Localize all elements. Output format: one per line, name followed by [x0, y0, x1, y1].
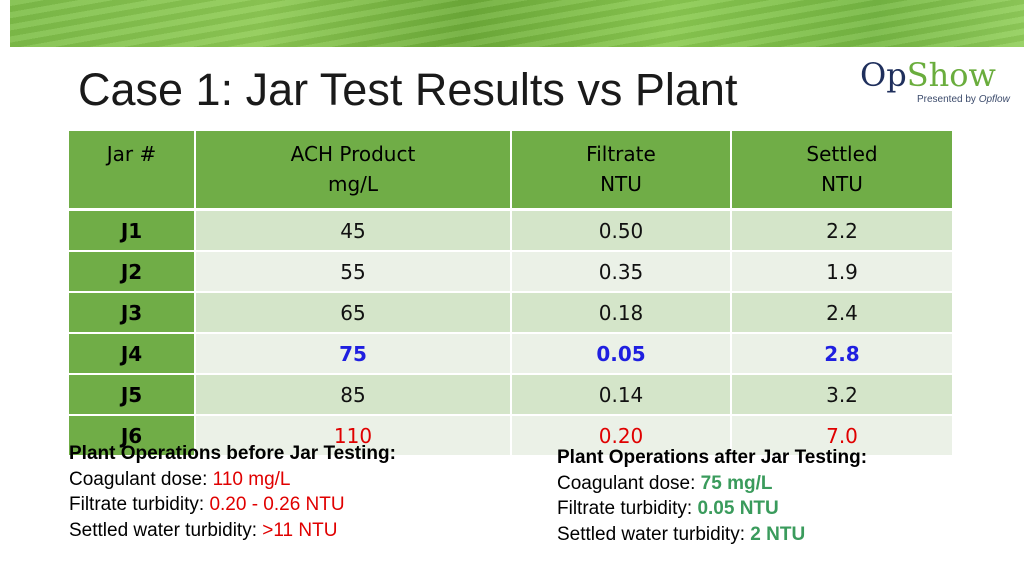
before-settled-line: Settled water turbidity: >11 NTU [69, 518, 396, 544]
header-settled: Settled NTU [731, 131, 952, 211]
table-row: J4 75 0.05 2.8 [69, 333, 952, 375]
before-filtrate-line: Filtrate turbidity: 0.20 - 0.26 NTU [69, 492, 396, 518]
table-row: J1 45 0.50 2.2 [69, 209, 952, 252]
before-dose-value: 110 mg/L [212, 468, 291, 490]
header-line1: Settled [806, 142, 878, 166]
cell-filtrate-ntu: 0.50 [511, 209, 732, 252]
header-ach-product: ACH Product mg/L [195, 131, 512, 211]
after-settled-value: 2 NTU [750, 523, 806, 545]
cell-filtrate-ntu: 0.14 [511, 374, 732, 416]
header-line1: Filtrate [586, 142, 656, 166]
header-line1: Jar # [106, 142, 157, 166]
after-filtrate-value: 0.05 NTU [697, 498, 779, 519]
table-row: J5 85 0.14 3.2 [69, 374, 952, 416]
logo-part-op: Op [860, 56, 907, 94]
table-row: J6 110 0.20 7.0 [69, 415, 952, 457]
header-line2: mg/L [327, 172, 379, 196]
cell-settled-ntu: 3.2 [731, 374, 952, 416]
before-settled-value: >11 NTU [262, 519, 338, 541]
before-dose-line: Coagulant dose: 110 mg/L [69, 467, 396, 493]
before-jar-testing-notes: Plant Operations before Jar Testing: Coa… [69, 441, 396, 543]
cell-jar-id: J3 [69, 292, 196, 334]
cell-ach-dose: 55 [195, 251, 512, 293]
after-heading: Plant Operations after Jar Testing: [557, 447, 868, 468]
header-line2: NTU [600, 172, 642, 196]
logo-presented-by: Presented by [917, 94, 976, 105]
before-filtrate-value: 0.20 - 0.26 NTU [209, 494, 345, 515]
logo-wordmark: OpShow [860, 58, 1020, 92]
after-dose-line: Coagulant dose: 75 mg/L [557, 471, 867, 497]
cell-settled-ntu: 2.2 [731, 209, 952, 252]
cell-ach-dose: 110 [195, 415, 512, 457]
cell-ach-dose: 45 [195, 209, 512, 252]
jar-test-table: Jar # ACH Product mg/L Filtrate NTU Settled NT… [69, 131, 952, 457]
cell-settled-ntu: 2.4 [731, 292, 952, 334]
cell-filtrate-ntu: 0.18 [511, 292, 732, 334]
cell-jar-id: J6 [69, 415, 196, 457]
header-filtrate: Filtrate NTU [511, 131, 732, 211]
header-line2: NTU [821, 172, 863, 196]
logo-part-show: Show [906, 56, 996, 94]
cell-settled-ntu: 7.0 [731, 415, 952, 457]
after-settled-label: Settled water turbidity: [557, 523, 751, 545]
logo-brand: Opflow [978, 94, 1010, 105]
cell-settled-ntu: 2.8 [731, 333, 952, 375]
cell-ach-dose: 65 [195, 292, 512, 334]
before-settled-label: Settled water turbidity: [69, 519, 263, 541]
cell-filtrate-ntu: 0.20 [511, 415, 732, 457]
cell-ach-dose: 75 [195, 333, 512, 375]
cell-jar-id: J2 [69, 251, 196, 293]
table-header-row: Jar # ACH Product mg/L Filtrate NTU Settled NT… [69, 131, 952, 211]
before-filtrate-label: Filtrate turbidity: [69, 494, 210, 515]
cell-jar-id: J1 [69, 209, 196, 252]
after-filtrate-label: Filtrate turbidity: [557, 498, 698, 519]
after-filtrate-line: Filtrate turbidity: 0.05 NTU [557, 496, 867, 522]
table-row: J3 65 0.18 2.4 [69, 292, 952, 334]
opshow-logo: OpShow Presented by Opflow [860, 58, 1020, 110]
after-settled-line: Settled water turbidity: 2 NTU [557, 522, 867, 548]
cell-jar-id: J4 [69, 333, 196, 375]
cell-settled-ntu: 1.9 [731, 251, 952, 293]
header-jar-number: Jar # [69, 131, 196, 211]
after-jar-testing-notes: Plant Operations after Jar Testing: Coag… [557, 445, 867, 547]
after-dose-label: Coagulant dose: [557, 472, 701, 494]
header-line1: ACH Product [290, 142, 416, 166]
table-body: J1 45 0.50 2.2 J2 55 0.35 1.9 J3 65 0.18 2.4 J4 75 0.0… [69, 209, 952, 457]
cell-ach-dose: 85 [195, 374, 512, 416]
after-dose-value: 75 mg/L [700, 472, 773, 494]
before-dose-label: Coagulant dose: [69, 468, 213, 490]
logo-tagline: Presented by Opflow [917, 94, 1010, 105]
header-banner [10, 0, 1024, 47]
before-heading: Plant Operations before Jar Testing: [69, 443, 396, 464]
cell-filtrate-ntu: 0.35 [511, 251, 732, 293]
cell-filtrate-ntu: 0.05 [511, 333, 732, 375]
cell-jar-id: J5 [69, 374, 196, 416]
table-row: J2 55 0.35 1.9 [69, 251, 952, 293]
slide-title: Case 1: Jar Test Results vs Plant [78, 64, 738, 115]
